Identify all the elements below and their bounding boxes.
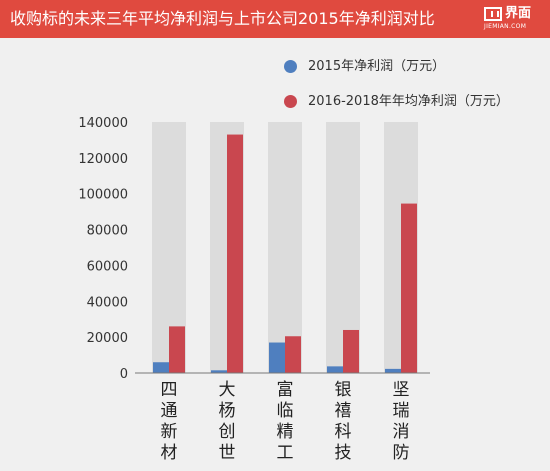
y-tick-label: 60000 <box>87 259 128 274</box>
bar <box>327 366 343 373</box>
bar <box>169 326 185 373</box>
bar <box>227 134 243 373</box>
chart-title: 收购标的未来三年平均净利润与上市公司2015年净利润对比 <box>10 9 435 28</box>
y-tick-label: 100000 <box>78 188 128 203</box>
bar <box>385 368 401 373</box>
bar <box>269 342 285 373</box>
x-tick-label: 富临精工 <box>277 380 294 463</box>
y-tick-label: 40000 <box>87 295 128 310</box>
bar <box>401 203 417 373</box>
legend-dot-2016-2018 <box>284 95 297 108</box>
y-tick-label: 80000 <box>87 224 128 239</box>
header-bar: 收购标的未来三年平均净利润与上市公司2015年净利润对比 界面 JIEMIAN.… <box>0 0 550 38</box>
jiemian-logo: 界面 JIEMIAN.COM <box>484 5 540 33</box>
y-tick-label: 0 <box>120 367 128 382</box>
legend-dot-2015 <box>284 60 297 73</box>
column-background <box>268 122 302 373</box>
bar <box>343 329 359 373</box>
jiemian-logo-icon <box>484 7 502 21</box>
x-tick-label: 四通新材 <box>161 380 178 463</box>
bar <box>153 362 169 373</box>
y-tick-label: 120000 <box>78 152 128 167</box>
bar <box>211 370 227 373</box>
legend-label-2015: 2015年净利润（万元） <box>308 59 446 74</box>
logo-url: JIEMIAN.COM <box>484 23 527 30</box>
x-tick-label: 大杨创世 <box>219 380 236 463</box>
x-tick-label: 坚瑞消防 <box>393 380 410 463</box>
x-tick-label: 银禧科技 <box>335 380 352 463</box>
bar <box>285 336 301 373</box>
logo-name: 界面 <box>505 6 532 21</box>
legend-label-2016-2018: 2016-2018年年均净利润（万元） <box>308 94 509 109</box>
y-tick-label: 20000 <box>87 331 128 346</box>
y-tick-label: 140000 <box>78 116 128 131</box>
